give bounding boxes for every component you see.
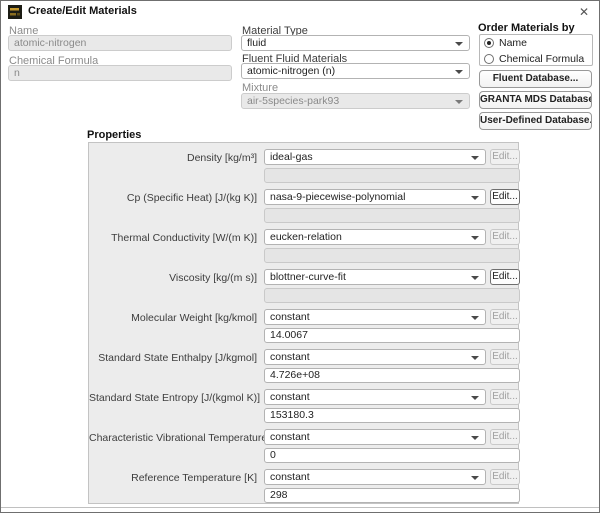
property-method-dropdown[interactable]: constant	[264, 389, 486, 405]
property-label: Molecular Weight [kg/kmol]	[131, 312, 257, 324]
close-icon[interactable]: ✕	[578, 5, 590, 19]
chevron-down-icon	[455, 100, 463, 104]
properties-group-label: Properties	[87, 129, 142, 141]
chevron-down-icon	[471, 196, 479, 200]
chevron-down-icon	[471, 356, 479, 360]
edit-button: Edit...	[490, 349, 520, 365]
edit-button: Edit...	[490, 309, 520, 325]
property-label: Characteristic Vibrational Temperature […	[89, 432, 283, 444]
name-label: Name	[9, 25, 39, 37]
chemical-formula-input: n	[8, 65, 232, 81]
property-row: Viscosity [kg/(m s)] blottner-curve-fit …	[89, 269, 520, 309]
property-label: Standard State Enthalpy [J/kgmol]	[98, 352, 257, 364]
property-method-dropdown[interactable]: constant	[264, 309, 486, 325]
property-row: Standard State Entropy [J/(kgmol K)] con…	[89, 389, 520, 429]
bottom-divider	[1, 507, 599, 508]
edit-button: Edit...	[490, 429, 520, 445]
property-value-field	[264, 288, 520, 303]
edit-button: Edit...	[490, 389, 520, 405]
property-value-field[interactable]: 4.726e+08	[264, 368, 520, 383]
property-value-field[interactable]: 0	[264, 448, 520, 463]
property-row: Characteristic Vibrational Temperature […	[89, 429, 520, 469]
property-method-dropdown[interactable]: ideal-gas	[264, 149, 486, 165]
property-value-field[interactable]: 298	[264, 488, 520, 503]
radio-order-by-name[interactable]: Name	[484, 36, 592, 51]
property-value-field[interactable]: 153180.3	[264, 408, 520, 423]
chemical-formula-label: Chemical Formula	[9, 55, 99, 67]
granta-mds-database-button[interactable]: GRANTA MDS Database...	[479, 91, 592, 109]
property-row: Molecular Weight [kg/kmol] constant Edit…	[89, 309, 520, 349]
order-materials-by-label: Order Materials by	[478, 22, 575, 34]
chevron-down-icon	[471, 236, 479, 240]
property-method-dropdown[interactable]: constant	[264, 429, 486, 445]
property-row: Standard State Enthalpy [J/kgmol] consta…	[89, 349, 520, 389]
edit-button[interactable]: Edit...	[490, 189, 520, 205]
mixture-label: Mixture	[242, 82, 279, 94]
radio-order-by-chemical-formula[interactable]: Chemical Formula	[484, 52, 592, 67]
chevron-down-icon	[471, 156, 479, 160]
property-method-dropdown[interactable]: blottner-curve-fit	[264, 269, 486, 285]
properties-group: Density [kg/m³] ideal-gas Edit... Cp (Sp…	[88, 142, 520, 504]
name-input: atomic-nitrogen	[8, 35, 232, 51]
title-bar: Create/Edit Materials ✕	[1, 1, 599, 23]
property-value-field	[264, 168, 520, 183]
property-value-field[interactable]: 14.0067	[264, 328, 520, 343]
user-defined-database-button[interactable]: User-Defined Database...	[479, 112, 592, 130]
fluent-fluid-materials-label: Fluent Fluid Materials	[242, 53, 348, 65]
mixture-dropdown: air-5species-park93	[241, 93, 470, 109]
property-label: Density [kg/m³]	[186, 152, 257, 164]
property-label: Standard State Entropy [J/(kgmol K)]	[89, 392, 260, 404]
property-label: Reference Temperature [K]	[131, 472, 257, 484]
property-method-dropdown[interactable]: constant	[264, 469, 486, 485]
property-label: Viscosity [kg/(m s)]	[169, 272, 257, 284]
property-method-dropdown[interactable]: nasa-9-piecewise-polynomial	[264, 189, 486, 205]
edit-button: Edit...	[490, 229, 520, 245]
fluent-fluid-materials-dropdown[interactable]: atomic-nitrogen (n)	[241, 63, 470, 79]
chevron-down-icon	[471, 316, 479, 320]
chevron-down-icon	[455, 70, 463, 74]
property-row: Thermal Conductivity [W/(m K)] eucken-re…	[89, 229, 520, 269]
radio-icon	[484, 54, 494, 64]
property-row: Density [kg/m³] ideal-gas Edit...	[89, 149, 520, 189]
edit-button[interactable]: Edit...	[490, 269, 520, 285]
edit-button: Edit...	[490, 469, 520, 485]
property-label: Thermal Conductivity [W/(m K)]	[111, 232, 257, 244]
material-type-label: Material Type	[242, 25, 308, 37]
chevron-down-icon	[455, 42, 463, 46]
property-label: Cp (Specific Heat) [J/(kg K)]	[126, 192, 257, 204]
fluent-database-button[interactable]: Fluent Database...	[479, 70, 592, 88]
properties-rows: Density [kg/m³] ideal-gas Edit... Cp (Sp…	[89, 149, 520, 509]
material-type-dropdown[interactable]: fluid	[241, 35, 470, 51]
dialog-title: Create/Edit Materials	[28, 5, 137, 17]
chevron-down-icon	[471, 476, 479, 480]
property-row: Cp (Specific Heat) [J/(kg K)] nasa-9-pie…	[89, 189, 520, 229]
property-value-field	[264, 208, 520, 223]
fluent-materials-icon	[8, 5, 22, 19]
order-materials-by-group: Name Chemical Formula	[479, 34, 593, 66]
property-method-dropdown[interactable]: constant	[264, 349, 486, 365]
chevron-down-icon	[471, 396, 479, 400]
chevron-down-icon	[471, 276, 479, 280]
property-row: Reference Temperature [K] constant Edit.…	[89, 469, 520, 509]
edit-button: Edit...	[490, 149, 520, 165]
radio-icon	[484, 38, 494, 48]
chevron-down-icon	[471, 436, 479, 440]
property-value-field	[264, 248, 520, 263]
property-method-dropdown[interactable]: eucken-relation	[264, 229, 486, 245]
